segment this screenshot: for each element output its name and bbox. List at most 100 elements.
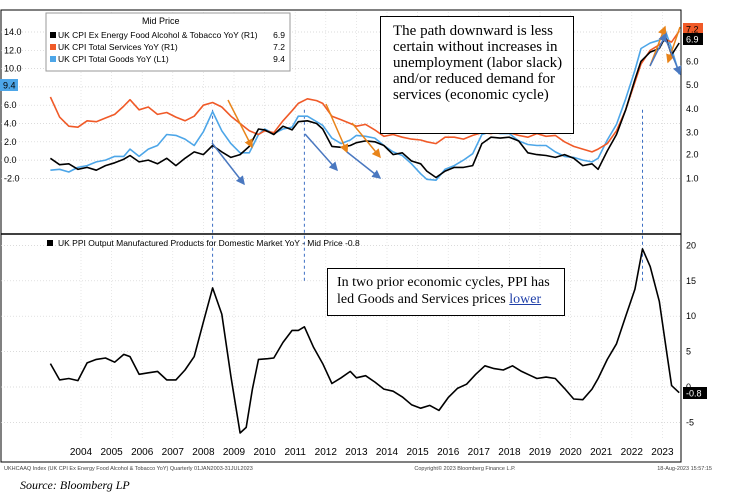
- legend-swatch-goods: [50, 56, 56, 62]
- right-axis-tick-label: 4.0: [686, 104, 699, 114]
- x-axis-tick-label: 2013: [345, 447, 368, 458]
- trend-arrow: [649, 32, 667, 67]
- trend-arrow: [665, 39, 682, 76]
- annotation-top-line: unemployment (labor slack): [393, 55, 563, 71]
- x-axis-tick-label: 2023: [651, 447, 674, 458]
- trend-arrow: [346, 151, 382, 179]
- left-axis-tick-label: 0.0: [4, 155, 17, 165]
- annotation-bottom-line2: led Goods and Services prices lower: [337, 291, 564, 308]
- x-axis-tick-labels: 2004 2005 2006 2007 2008 2009 2010 2011 2012 2013…: [70, 447, 674, 458]
- series-line-cpi-goods: [50, 30, 680, 181]
- source-caption: Source: Bloomberg LP: [20, 478, 130, 492]
- trend-arrow: [227, 99, 253, 149]
- annotation-top-line: services (economic cycle): [393, 87, 549, 103]
- x-axis-tick-label: 2008: [192, 447, 215, 458]
- right-axis-tick-label: 1.0: [686, 173, 699, 183]
- top-legend-box: [45, 12, 291, 72]
- trend-arrows: [211, 25, 682, 186]
- value-tag-box: [683, 387, 707, 399]
- annotation-top-line: The path downward is less: [393, 23, 553, 39]
- left-axis-tick-label: 2.0: [4, 137, 17, 147]
- x-axis-tick-label: 2018: [498, 447, 521, 458]
- trend-arrow: [666, 26, 681, 64]
- footer-index-note: UKHCAAQ Index (UK CPI Ex Energy Food Alc…: [4, 466, 253, 472]
- bottom-right-axis-ticks: -505101520: [686, 240, 696, 427]
- x-axis-tick-label: 2011: [284, 447, 306, 458]
- left-axis-tick-label: 14.0: [4, 27, 22, 37]
- right-axis-tick-label: 6.0: [686, 56, 699, 66]
- annotation-top-line: certain without increases in: [393, 39, 558, 55]
- x-axis-tick-label: 2014: [376, 447, 399, 458]
- annotation-bottom-underlined-word: lower: [509, 292, 542, 307]
- legend-value-services: 7.2: [273, 42, 285, 52]
- legend-label-goods: UK CPI Total Goods YoY (L1): [58, 54, 169, 64]
- left-axis-tick-label: -2.0: [4, 173, 20, 183]
- right-axis-tick-label: 10: [686, 311, 696, 321]
- value-tag-box: [0, 79, 18, 91]
- value-tag-text: 9.4: [3, 81, 16, 91]
- legend-swatch-ppi: [47, 240, 53, 246]
- trend-arrow: [351, 122, 381, 159]
- footer-timestamp: 18-Aug-2023 15:57:15: [657, 466, 712, 472]
- left-axis-tick-label: 4.0: [4, 119, 17, 129]
- legend-label-ppi: UK PPI Output Manufactured Products for …: [58, 238, 360, 248]
- annotation-top-line: and/or reduced demand for: [393, 71, 556, 87]
- annotation-box-top: The path downward is less certain withou…: [380, 16, 574, 134]
- x-axis-tick-label: 2022: [621, 447, 644, 458]
- chart-frame: [0, 9, 682, 463]
- value-tag-text: 6.9: [686, 35, 699, 45]
- right-axis-tick-label: -5: [686, 417, 694, 427]
- x-axis-tick-label: 2006: [131, 447, 154, 458]
- legend-value-core: 6.9: [273, 30, 285, 40]
- x-axis-tick-label: 2010: [253, 447, 276, 458]
- value-tag-text: -0.8: [686, 389, 702, 399]
- left-axis-tick-label: 10.0: [4, 64, 22, 74]
- right-axis-tick-label: 3.0: [686, 128, 699, 138]
- x-axis-tick-label: 2004: [70, 447, 93, 458]
- x-axis-tick-label: 2020: [559, 447, 582, 458]
- legend-label-services: UK CPI Total Services YoY (R1): [58, 42, 178, 52]
- top-legend: Mid Price UK CPI Ex Energy Food Alcohol …: [45, 12, 291, 72]
- last-value-tags: 9.47.26.9-0.8: [0, 23, 707, 399]
- series-line-cpi-core: [49, 35, 680, 179]
- right-axis-tick-label: 5: [686, 347, 691, 357]
- x-axis-tick-label: 2012: [315, 447, 338, 458]
- right-axis-tick-label: 5.0: [686, 80, 699, 90]
- trend-arrow: [304, 133, 338, 172]
- legend-label-core: UK CPI Ex Energy Food Alcohol & Tobacco …: [58, 30, 258, 40]
- legend-swatch-services: [50, 44, 56, 50]
- trend-arrow: [325, 103, 349, 154]
- right-axis-tick-label: 2.0: [686, 150, 699, 160]
- x-axis-tick-label: 2016: [437, 447, 460, 458]
- x-axis-tick-label: 2015: [406, 447, 429, 458]
- x-axis-tick-label: 2009: [223, 447, 246, 458]
- x-axis-tick-label: 2007: [162, 447, 185, 458]
- x-axis-tick-label: 2021: [590, 447, 613, 458]
- annotation-bottom-line2-text: led Goods and Services prices: [337, 292, 510, 307]
- x-axis-tick-label: 2005: [100, 447, 123, 458]
- left-axis-tick-label: 12.0: [4, 45, 22, 55]
- footer-copyright: Copyright© 2023 Bloomberg Finance L.P.: [414, 465, 516, 472]
- value-tag-box: [683, 23, 703, 35]
- value-tag-text: 7.2: [686, 25, 699, 35]
- trend-arrow: [211, 142, 245, 186]
- bottom-panel-series: [49, 248, 680, 434]
- top-right-axis-ticks: 1.0 2.0 3.0 4.0 5.0 6.0: [686, 56, 699, 183]
- cycle-peak-guides: [212, 109, 644, 281]
- series-line-cpi-services: [49, 30, 680, 153]
- annotation-bottom-line1: In two prior economic cycles, PPI has: [337, 275, 550, 290]
- right-axis-tick-label: 20: [686, 240, 696, 250]
- annotation-box-bottom: In two prior economic cycles, PPI has le…: [327, 268, 565, 316]
- x-axis-tick-label: 2019: [529, 447, 552, 458]
- right-axis-tick-label: 15: [686, 276, 696, 286]
- legend-swatch-core: [50, 32, 56, 38]
- bottom-legend: UK PPI Output Manufactured Products for …: [47, 238, 360, 248]
- legend-title: Mid Price: [142, 16, 180, 26]
- value-tag-box: [683, 33, 703, 45]
- left-axis-tick-label: 6.0: [4, 100, 17, 110]
- series-line-ppi: [49, 248, 680, 434]
- x-axis-tick-label: 2017: [468, 447, 491, 458]
- legend-value-goods: 9.4: [273, 54, 285, 64]
- top-panel-series: [49, 30, 680, 181]
